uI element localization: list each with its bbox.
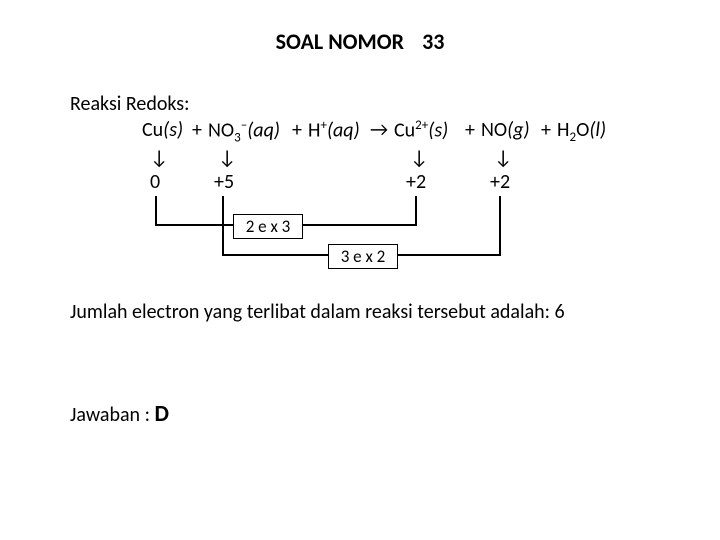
plus-2: + — [292, 118, 302, 142]
answer-line: Jawaban : D — [70, 400, 169, 428]
plus-1: + — [192, 118, 202, 142]
term-hplus: H+(aq) — [308, 118, 360, 143]
ox-num-1: 0 — [150, 170, 160, 194]
answer-label: Jawaban : — [70, 403, 150, 427]
down-arrow-3: ↓ — [410, 146, 428, 170]
conclusion-text: Jumlah electron yang terlibat dalam reak… — [70, 300, 565, 324]
page-title: SOAL NOMOR 33 — [0, 28, 720, 55]
down-arrow-row: ↓ ↓ ↓ ↓ — [70, 146, 670, 170]
plus-4: + — [541, 118, 551, 142]
term-cu: Cu(s) — [142, 118, 183, 142]
answer-value: D — [154, 400, 169, 428]
down-arrow-1: ↓ — [150, 146, 168, 170]
equation-line: Cu(s) + NO3–(aq) + H+(aq) → Cu2+(s) + NO… — [70, 118, 670, 146]
reaction-arrow: → — [370, 118, 388, 142]
plus-3: + — [465, 118, 475, 142]
ox-num-2: +5 — [214, 170, 234, 194]
term-cu2plus: Cu2+(s) — [394, 118, 448, 143]
bracket-outer-label: 3 e x 2 — [328, 244, 398, 269]
term-no: NO(g) — [481, 118, 530, 142]
oxidation-number-row: 0 +5 +2 +2 — [70, 170, 670, 194]
title-left: SOAL NOMOR — [276, 28, 404, 55]
reaction-heading: Reaksi Redoks: — [70, 92, 189, 116]
down-arrow-4: ↓ — [494, 146, 512, 170]
down-arrow-2: ↓ — [218, 146, 236, 170]
ox-num-3: +2 — [406, 170, 426, 194]
title-number: 33 — [422, 28, 444, 55]
term-h2o: H2O(l) — [557, 118, 606, 145]
equation-block: Cu(s) + NO3–(aq) + H+(aq) → Cu2+(s) + NO… — [70, 118, 670, 288]
ox-num-4: +2 — [490, 170, 510, 194]
term-no3: NO3–(aq) — [208, 118, 280, 146]
